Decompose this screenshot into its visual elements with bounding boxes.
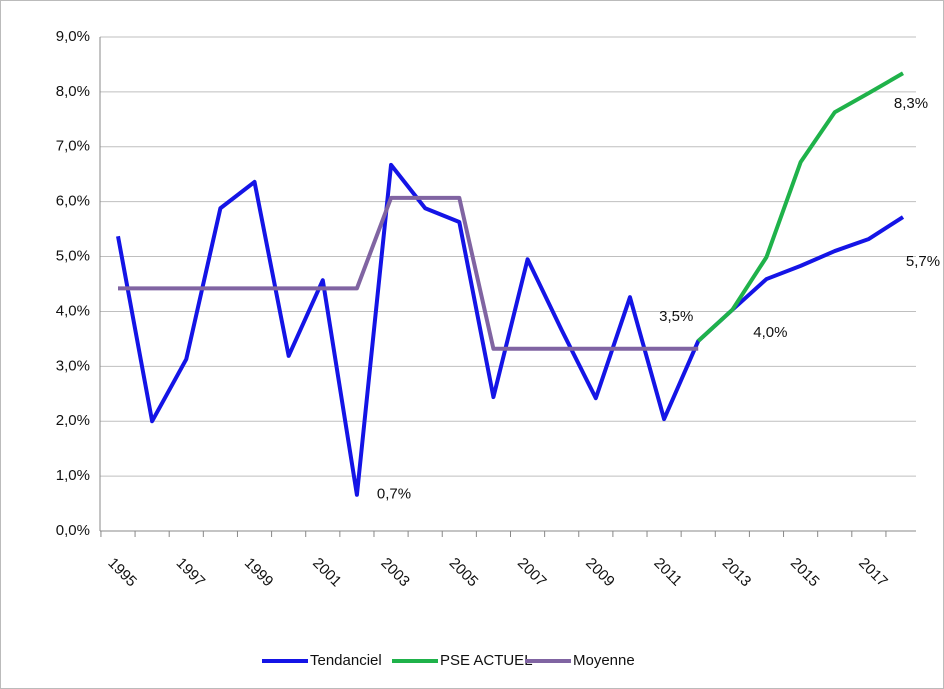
series-line: [116, 162, 905, 497]
legend-label: Tendanciel: [310, 652, 382, 669]
y-tick-label: 0,0%: [56, 522, 90, 539]
y-tick-label: 4,0%: [56, 302, 90, 319]
y-tick-label: 1,0%: [56, 467, 90, 484]
y-tick-label: 8,0%: [56, 83, 90, 100]
y-tick-label: 6,0%: [56, 193, 90, 210]
y-tick-label: 5,0%: [56, 248, 90, 265]
series-line: [118, 195, 699, 351]
series-line: [696, 71, 905, 343]
data-label: 3,5%: [659, 308, 693, 325]
data-label: 0,7%: [377, 486, 411, 503]
data-label: 4,0%: [753, 324, 787, 341]
y-tick-label: 9,0%: [56, 28, 90, 45]
y-tick-label: 7,0%: [56, 138, 90, 155]
legend-label: Moyenne: [573, 652, 635, 669]
y-tick-label: 3,0%: [56, 357, 90, 374]
y-tick-label: 2,0%: [56, 412, 90, 429]
data-label: 5,7%: [906, 253, 940, 270]
legend-label: PSE ACTUEL: [440, 652, 533, 669]
data-label: 8,3%: [894, 95, 928, 112]
